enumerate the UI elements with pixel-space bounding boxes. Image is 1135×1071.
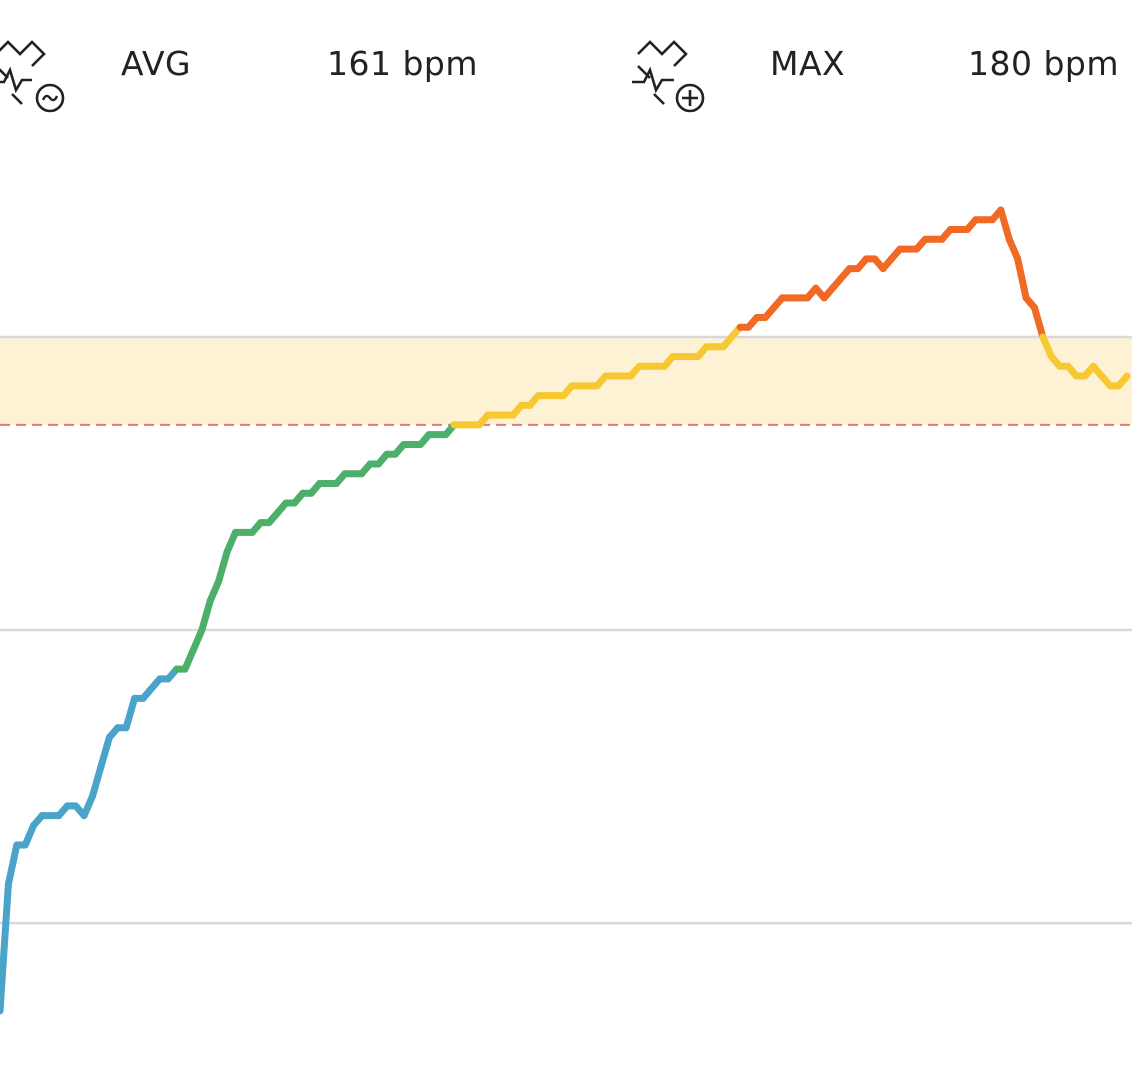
line-segment bbox=[1005, 235, 1022, 263]
line-segment bbox=[21, 821, 38, 849]
line-segment bbox=[1014, 255, 1030, 302]
max-stat: MAX 180 bpm bbox=[620, 24, 1135, 114]
line-segment bbox=[181, 646, 197, 673]
line-segment bbox=[89, 763, 105, 800]
stats-row: AVG 161 bpm MAX 180 bpm bbox=[0, 24, 1135, 114]
chart-bands bbox=[0, 336, 1132, 425]
line-segment bbox=[97, 733, 113, 771]
line-segment bbox=[997, 206, 1013, 243]
line-segment bbox=[206, 577, 223, 605]
heart-rate-line bbox=[0, 206, 1131, 1015]
line-segment bbox=[223, 528, 239, 556]
avg-label: AVG bbox=[121, 44, 192, 83]
line-segment bbox=[122, 694, 139, 732]
target-zone-band bbox=[0, 336, 1132, 425]
avg-value: 161 bpm bbox=[327, 44, 479, 83]
line-segment bbox=[1039, 333, 1055, 361]
heart-pulse-average-icon bbox=[0, 32, 76, 120]
avg-stat: AVG 161 bpm bbox=[0, 24, 478, 114]
line-segment bbox=[0, 880, 12, 1015]
line-segment bbox=[189, 626, 206, 654]
max-value: 180 bpm bbox=[968, 44, 1120, 83]
chart-grid bbox=[0, 335, 1132, 925]
line-segment bbox=[1030, 304, 1047, 341]
max-label: MAX bbox=[770, 44, 846, 83]
heart-pulse-max-icon bbox=[630, 32, 714, 120]
line-segment bbox=[80, 792, 97, 820]
line-segment bbox=[198, 597, 214, 634]
line-segment bbox=[4, 841, 21, 888]
line-segment bbox=[215, 548, 231, 585]
line-segment bbox=[1115, 372, 1131, 390]
